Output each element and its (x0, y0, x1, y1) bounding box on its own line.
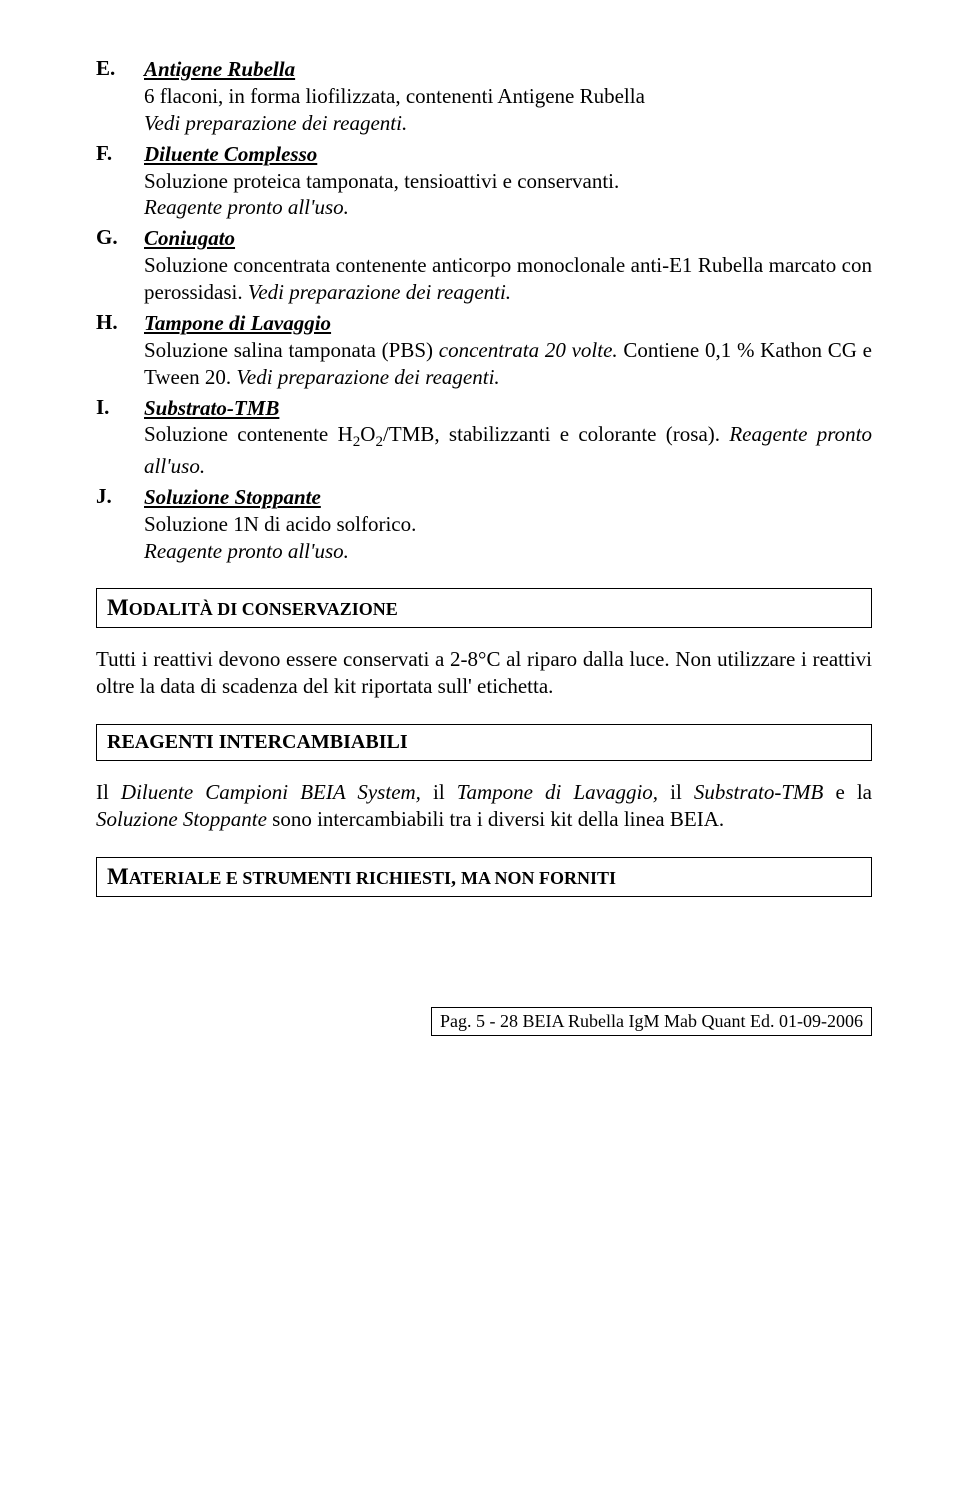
entry-line-italic: concentrata 20 volte. (439, 338, 618, 362)
para-italic-part: Tampone di Lavaggio, (457, 780, 658, 804)
entry-title: Coniugato (144, 226, 235, 250)
para-part: il (421, 780, 457, 804)
footer-box: Pag. 5 - 28 BEIA Rubella IgM Mab Quant E… (431, 1007, 872, 1036)
heading-text: MODALITÀ DI CONSERVAZIONE (107, 598, 398, 620)
entry-title: Substrato-TMB (144, 396, 279, 420)
entry-title: Diluente Complesso (144, 142, 317, 166)
para-part: Il (96, 780, 121, 804)
entry-body: Substrato-TMBSoluzione contenente H2O2/T… (144, 395, 872, 480)
entry-line-italic: Vedi preparazione dei reagenti. (248, 280, 511, 304)
entry-title: Antigene Rubella (144, 57, 295, 81)
entry-line: Soluzione contenente H2O2/TMB, stabilizz… (144, 422, 729, 446)
conservation-paragraph: Tutti i reattivi devono essere conservat… (96, 646, 872, 700)
reagent-entry: H.Tampone di Lavaggio Soluzione salina ta… (96, 310, 872, 391)
entry-letter: F. (96, 141, 144, 222)
reagent-entry: I.Substrato-TMBSoluzione contenente H2O2… (96, 395, 872, 480)
entry-title: Tampone di Lavaggio (144, 311, 331, 335)
entry-body: Antigene Rubella 6 flaconi, in forma liof… (144, 56, 872, 137)
entry-letter: H. (96, 310, 144, 391)
reagent-entry: G.ConiugatoSoluzione concentrata contene… (96, 225, 872, 306)
para-part: il (658, 780, 694, 804)
para-italic-part: Substrato-TMB (694, 780, 824, 804)
document-page: E.Antigene Rubella 6 flaconi, in forma li… (0, 0, 960, 1076)
entry-line: Soluzione 1N di acido solforico. (144, 512, 416, 536)
entry-line-italic: Reagente pronto all'uso. (144, 539, 349, 563)
entry-line: 6 flaconi, in forma liofilizzata, conten… (144, 84, 645, 108)
reagent-entry: J.Soluzione Stoppante Soluzione 1N di aci… (96, 484, 872, 565)
page-footer: Pag. 5 - 28 BEIA Rubella IgM Mab Quant E… (96, 1007, 872, 1036)
heading-text: REAGENTI INTERCAMBIABILI (107, 731, 408, 753)
reagent-entry: E.Antigene Rubella 6 flaconi, in forma li… (96, 56, 872, 137)
entry-letter: I. (96, 395, 144, 480)
para-italic-part: Soluzione Stoppante (96, 807, 267, 831)
entry-letter: G. (96, 225, 144, 306)
entry-body: Diluente Complesso Soluzione proteica tam… (144, 141, 872, 222)
entry-line-italic: Vedi preparazione dei reagenti. (236, 365, 499, 389)
entry-line: Soluzione proteica tamponata, tensioatti… (144, 169, 619, 193)
reagent-list: E.Antigene Rubella 6 flaconi, in forma li… (96, 56, 872, 564)
entry-body: Tampone di Lavaggio Soluzione salina tamp… (144, 310, 872, 391)
entry-letter: E. (96, 56, 144, 137)
section-heading-conservation: MODALITÀ DI CONSERVAZIONE (96, 588, 872, 628)
para-part: sono intercambiabili tra i diversi kit d… (267, 807, 724, 831)
para-part: e la (823, 780, 872, 804)
entry-title: Soluzione Stoppante (144, 485, 321, 509)
heading-text: MATERIALE E STRUMENTI RICHIESTI, MA NON … (107, 867, 616, 889)
entry-letter: J. (96, 484, 144, 565)
entry-line-italic: Reagente pronto all'uso. (144, 195, 349, 219)
entry-body: ConiugatoSoluzione concentrata contenent… (144, 225, 872, 306)
section-heading-interchangeable: REAGENTI INTERCAMBIABILI (96, 724, 872, 761)
entry-line: Soluzione salina tamponata (PBS) (144, 338, 439, 362)
entry-body: Soluzione Stoppante Soluzione 1N di acido… (144, 484, 872, 565)
entry-line-italic: Vedi preparazione dei reagenti. (144, 111, 407, 135)
interchangeable-paragraph: Il Diluente Campioni BEIA System, il Tam… (96, 779, 872, 833)
para-italic-part: Diluente Campioni BEIA System, (121, 780, 421, 804)
reagent-entry: F.Diluente Complesso Soluzione proteica t… (96, 141, 872, 222)
footer-text: Pag. 5 - 28 BEIA Rubella IgM Mab Quant E… (440, 1011, 863, 1031)
section-heading-materials: MATERIALE E STRUMENTI RICHIESTI, MA NON … (96, 857, 872, 897)
